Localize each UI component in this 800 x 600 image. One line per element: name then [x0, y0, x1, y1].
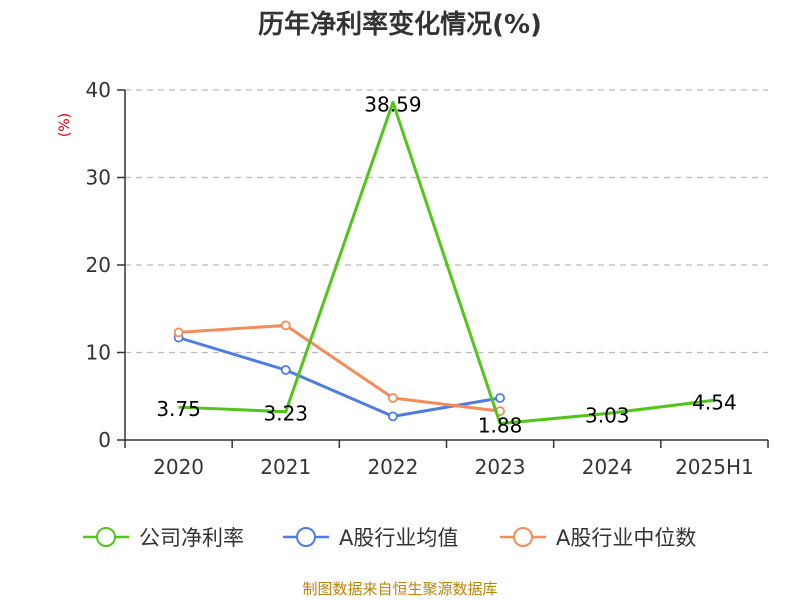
legend-label: A股行业中位数	[556, 526, 696, 550]
grid-lines	[125, 89, 768, 354]
x-tick-label: 2021	[260, 455, 311, 479]
y-axis-label: (%)	[57, 113, 73, 137]
legend-marker	[513, 527, 533, 547]
data-label: 3.03	[585, 403, 630, 427]
data-label: 3.23	[263, 402, 308, 426]
legend-marker	[96, 527, 116, 547]
legend-marker	[296, 527, 316, 547]
series-line-2	[178, 323, 501, 413]
y-tick-label: 10	[86, 341, 111, 365]
series-line-0	[178, 100, 715, 426]
legend-label: A股行业均值	[339, 526, 458, 550]
y-tick-label: 30	[86, 166, 111, 190]
data-label: 3.75	[156, 397, 201, 421]
data-label: 38.59	[364, 92, 421, 116]
data-label: 4.54	[692, 390, 737, 414]
series-point	[280, 365, 291, 375]
chart-title: 历年净利率变化情况(%)	[258, 9, 542, 40]
series-line-1	[178, 336, 501, 418]
legend: 公司净利率 A股行业均值 A股行业中位数	[83, 526, 696, 550]
data-label: 1.88	[478, 414, 523, 438]
series-point	[388, 411, 398, 422]
x-tick-label: 2025H1	[675, 455, 754, 479]
y-tick-label: 20	[86, 253, 111, 277]
x-tick-label: 2020	[153, 455, 204, 479]
x-tick-label: 2023	[475, 455, 526, 479]
data-labels: 3.75 3.23 38.59 1.88 3.03 4.54	[156, 92, 736, 437]
x-tick-labels: 2020 2021 2022 2023 2024 2025H1	[153, 455, 754, 479]
y-tick-label: 0	[98, 428, 111, 452]
source-note: 制图数据来自恒生聚源数据库	[302, 580, 497, 598]
series-point	[173, 327, 184, 338]
series-point	[388, 393, 398, 403]
y-tick-labels: 0 10 20 30 40	[86, 78, 111, 452]
series-lines	[173, 100, 715, 426]
x-tick-label: 2024	[582, 455, 633, 479]
axes	[117, 89, 769, 448]
y-tick-label: 40	[86, 78, 111, 102]
legend-label: 公司净利率	[139, 526, 244, 550]
series-point	[280, 320, 291, 331]
x-tick-label: 2022	[367, 455, 418, 479]
series-point	[495, 393, 505, 403]
